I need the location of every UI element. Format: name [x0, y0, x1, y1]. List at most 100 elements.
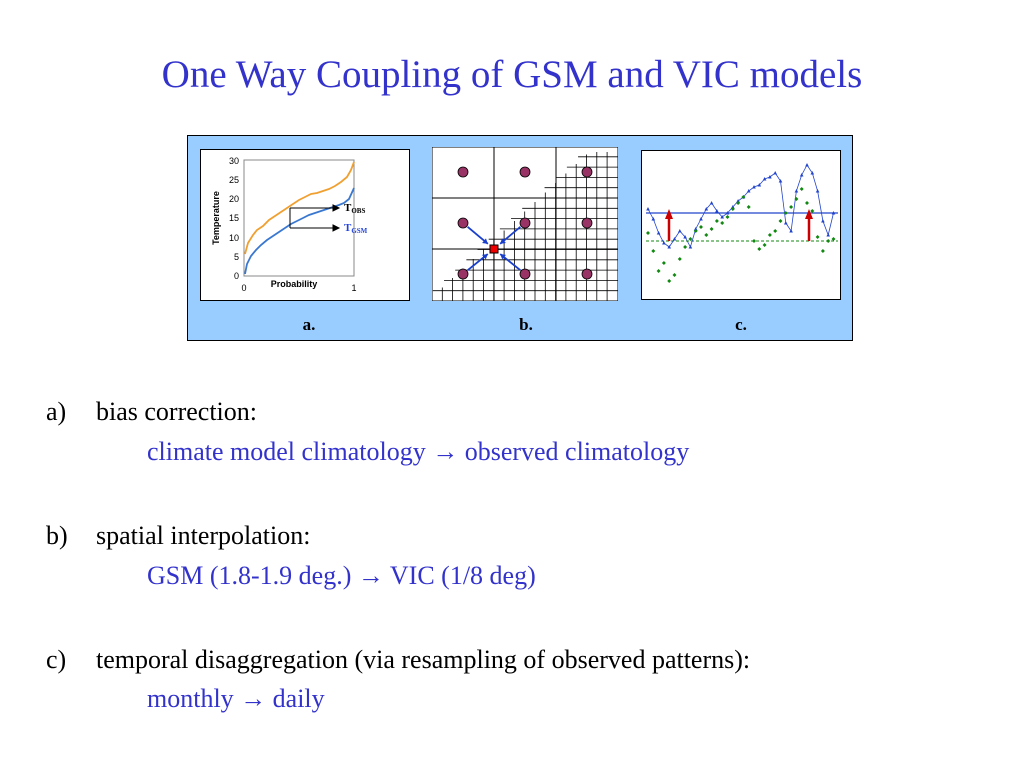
item-temporal-disaggregation: c) temporal disaggregation (via resamplin… [46, 645, 750, 675]
daily-marker [789, 229, 793, 233]
resampled-point [820, 249, 825, 253]
daily-marker [736, 199, 740, 203]
daily-marker [731, 205, 735, 209]
daily-marker [831, 211, 836, 215]
figure-label-b: b. [519, 315, 533, 334]
resampled-point [677, 257, 682, 261]
t-obs-label: TOBS [344, 202, 365, 215]
daily-marker [752, 185, 756, 189]
item-letter: a) [46, 397, 67, 426]
daily-marker [773, 171, 777, 175]
gsm-node [581, 166, 593, 178]
daily-series-markers [646, 163, 836, 249]
resampled-point [815, 235, 820, 239]
resampled-point [704, 233, 709, 237]
item-detail-resolution: GSM (1.8-1.9 deg.) → VIC (1/8 deg) [147, 561, 536, 590]
daily-marker [683, 235, 687, 239]
gsm-node [457, 166, 469, 178]
daily-marker [704, 207, 709, 211]
resampled-point [752, 239, 756, 243]
gsm-node [457, 217, 469, 229]
correction-marker [289, 204, 341, 232]
grid-interpolation-panel [432, 147, 618, 301]
gsm-node [581, 217, 593, 229]
resampled-point [767, 233, 772, 237]
resampled-point [725, 215, 730, 219]
daily-marker [678, 229, 682, 233]
daily-marker [784, 221, 788, 225]
item-letter: b) [46, 521, 68, 550]
item-label: spatial interpolation: [96, 521, 311, 550]
y-tick-25: 25 [229, 175, 239, 185]
daily-series-line [647, 164, 834, 249]
resampled-point [646, 231, 650, 235]
daily-marker [725, 211, 730, 215]
daily-marker [746, 189, 751, 193]
y-tick-10: 10 [229, 233, 239, 243]
daily-marker [699, 217, 703, 221]
daily-marker [646, 207, 650, 211]
resampled-point [746, 205, 751, 209]
daily-marker [826, 233, 830, 237]
gsm-node [519, 217, 531, 229]
figure-panel: 0 5 10 15 20 25 30 0 1 Probability Tempe… [187, 135, 853, 341]
item-bias-correction: a) bias correction: [46, 397, 257, 427]
resampled-point [736, 201, 741, 205]
resampled-point [688, 237, 693, 241]
resampled-point [805, 201, 809, 205]
resampled-point [730, 207, 735, 211]
y-tick-30: 30 [229, 156, 239, 166]
y-axis-label: Temperature [211, 191, 221, 245]
resampled-point [778, 219, 783, 223]
t-gsm-label: TGSM [344, 222, 368, 235]
time-series-panel [641, 150, 841, 300]
gsm-node [519, 268, 531, 280]
cdf-plot-panel: 0 5 10 15 20 25 30 0 1 Probability Tempe… [200, 149, 410, 301]
vic-target-cell [489, 244, 499, 254]
y-tick-20: 20 [229, 194, 239, 204]
daily-marker [709, 201, 714, 205]
daily-marker [778, 179, 783, 183]
y-tick-15: 15 [229, 213, 239, 223]
daily-marker [821, 219, 825, 223]
daily-marker [757, 183, 762, 187]
gsm-nodes [457, 166, 593, 280]
resampled-point [714, 219, 719, 223]
gsm-node [457, 268, 469, 280]
daily-marker [672, 237, 677, 241]
y-tick-5: 5 [234, 252, 239, 262]
resampled-point [720, 221, 725, 225]
daily-marker [762, 177, 767, 181]
resampled-point [651, 249, 656, 253]
daily-marker [715, 209, 719, 213]
daily-marker [662, 241, 666, 245]
item-detail-timescale: monthly → daily [147, 684, 325, 713]
resampled-point [783, 211, 788, 215]
x-tick-0: 0 [241, 283, 246, 293]
interpolation-arrows [467, 226, 521, 271]
resampled-point [709, 227, 714, 231]
x-tick-1: 1 [351, 283, 356, 293]
resampled-point [672, 273, 677, 277]
figure-label-c: c. [735, 315, 747, 334]
slide-title: One Way Coupling of GSM and VIC models [161, 53, 863, 96]
item-label: temporal disaggregation (via resampling … [96, 645, 751, 674]
daily-marker [688, 245, 693, 249]
resampled-point [762, 243, 767, 247]
resampled-point [757, 247, 762, 251]
daily-marker [799, 173, 804, 177]
gsm-coarse-grid [432, 147, 618, 301]
interpolation-arrowhead [481, 254, 488, 260]
interpolation-arrowhead [500, 254, 507, 260]
resampled-point [683, 245, 688, 249]
daily-marker [815, 189, 820, 193]
daily-marker [805, 163, 809, 167]
resampled-point [773, 229, 778, 233]
gsm-node [581, 268, 593, 280]
x-axis-label: Probability [271, 279, 318, 289]
interpolation-arrowhead [500, 238, 506, 244]
item-spatial-interpolation: b) spatial interpolation: [46, 521, 310, 551]
resampled-points [646, 187, 836, 283]
daily-marker [651, 217, 656, 221]
daily-marker [693, 227, 698, 231]
